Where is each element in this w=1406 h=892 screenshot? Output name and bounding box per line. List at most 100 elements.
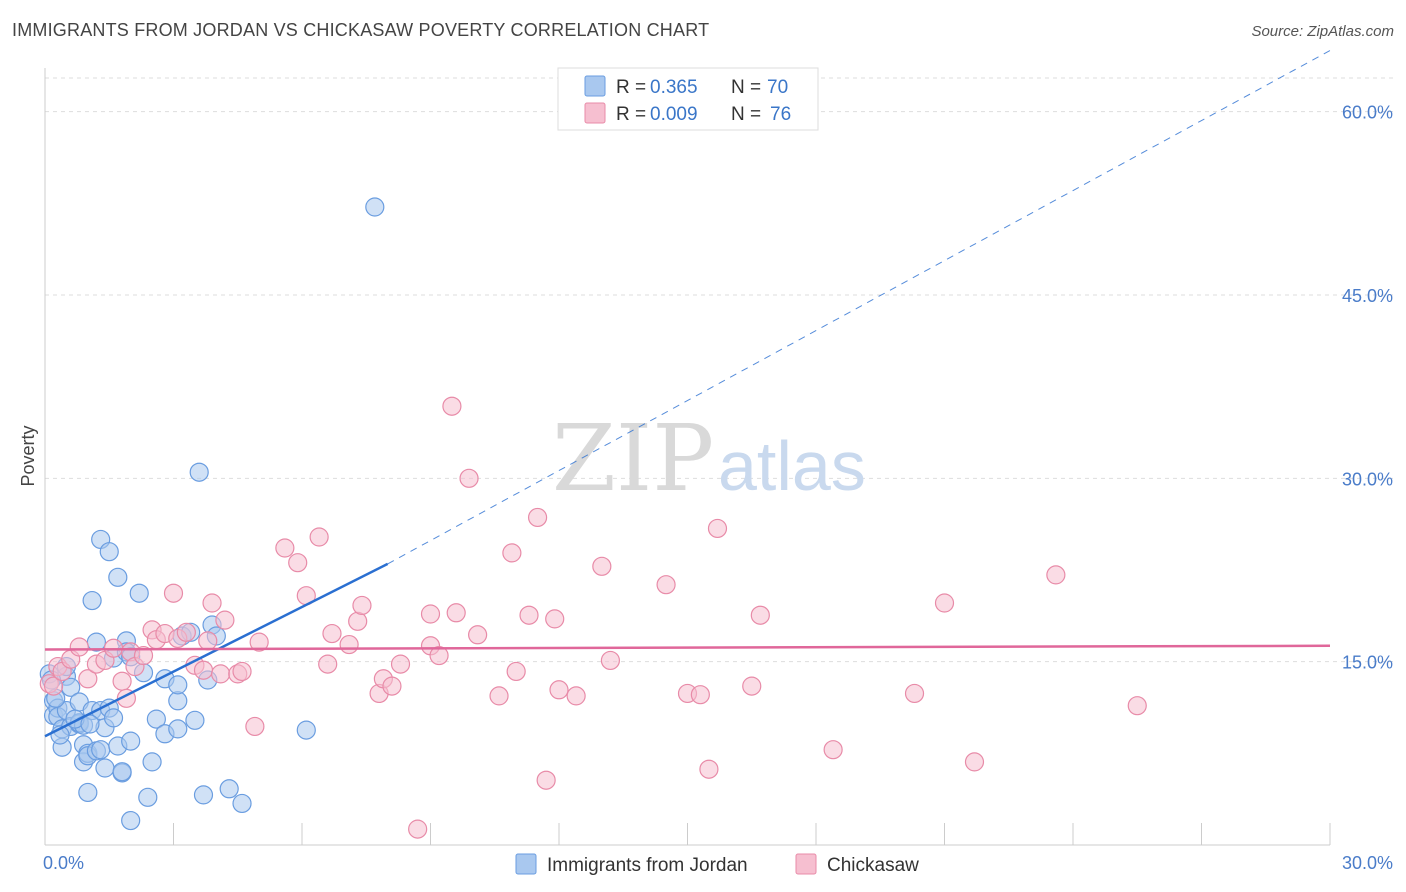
legend-n-label-1: N = bbox=[731, 77, 761, 98]
legend-swatch-pink bbox=[584, 102, 606, 124]
legend-n-value-2: 76 bbox=[770, 104, 791, 125]
chickasaw-point-47 bbox=[429, 645, 449, 666]
chickasaw-point-22 bbox=[193, 660, 214, 680]
legend-swatch-jordan bbox=[515, 853, 537, 875]
chickasaw-point-24 bbox=[202, 593, 222, 613]
chickasaw-point-52 bbox=[489, 686, 509, 706]
chickasaw-point-72 bbox=[934, 593, 955, 613]
chickasaw-point-29 bbox=[245, 716, 265, 737]
legend-swatch-blue bbox=[584, 75, 606, 97]
chickasaw-point-59 bbox=[549, 680, 569, 700]
x-tick-label-0: 0.0% bbox=[43, 853, 84, 873]
chickasaw-point-20 bbox=[176, 622, 196, 642]
chickasaw-point-5 bbox=[69, 637, 89, 657]
chickasaw-trend-line bbox=[44, 644, 1331, 651]
jordan-point-29 bbox=[95, 758, 115, 778]
legend-r-value-2: 0.009 bbox=[650, 104, 698, 125]
chickasaw-point-65 bbox=[690, 685, 710, 705]
grid-lines bbox=[45, 77, 1395, 663]
chickasaw-point-45 bbox=[420, 604, 441, 624]
jordan-point-41 bbox=[121, 731, 141, 751]
jordan-point-31 bbox=[99, 542, 119, 562]
jordan-point-51 bbox=[168, 675, 188, 695]
chickasaw-point-51 bbox=[468, 625, 488, 645]
chickasaw-point-69 bbox=[750, 605, 770, 625]
chickasaw-point-34 bbox=[309, 527, 329, 547]
watermark-atlas: atlas bbox=[718, 427, 866, 505]
chickasaw-point-75 bbox=[1127, 696, 1147, 716]
jordan-point-46 bbox=[146, 709, 166, 729]
jordan-point-22 bbox=[82, 590, 102, 611]
chickasaw-point-53 bbox=[502, 543, 522, 563]
legend-r-label-1: R = bbox=[616, 77, 646, 98]
chickasaw-point-14 bbox=[133, 645, 154, 666]
chickasaw-point-66 bbox=[699, 759, 719, 779]
chickasaw-point-30 bbox=[249, 632, 269, 652]
chickasaw-point-35 bbox=[318, 654, 338, 674]
jordan-point-45 bbox=[142, 752, 162, 772]
jordan-point-61 bbox=[296, 720, 316, 740]
chickasaw-point-67 bbox=[707, 518, 728, 539]
chickasaw-point-18 bbox=[163, 583, 184, 603]
legend-r-label-2: R = bbox=[616, 104, 646, 125]
series-immigrants-from-jordan bbox=[39, 197, 385, 831]
chart-title: IMMIGRANTS FROM JORDAN VS CHICKASAW POVE… bbox=[12, 20, 710, 40]
chickasaw-point-60 bbox=[566, 686, 586, 706]
chickasaw-point-50 bbox=[459, 468, 479, 488]
jordan-point-43 bbox=[129, 583, 149, 603]
x-tick-labels: 0.0% 30.0% bbox=[43, 853, 1393, 873]
jordan-point-53 bbox=[185, 710, 205, 730]
jordan-point-62 bbox=[365, 197, 385, 217]
chickasaw-point-31 bbox=[275, 538, 295, 558]
chickasaw-point-70 bbox=[823, 740, 843, 760]
chickasaw-point-42 bbox=[382, 676, 402, 696]
chickasaw-point-6 bbox=[78, 669, 98, 689]
chickasaw-point-28 bbox=[232, 661, 252, 682]
chickasaw-point-26 bbox=[215, 610, 235, 630]
jordan-point-54 bbox=[189, 462, 209, 482]
legend-n-label-2: N = bbox=[731, 104, 761, 125]
legend-label-jordan: Immigrants from Jordan bbox=[547, 855, 748, 876]
watermark-zip: ZIP bbox=[552, 405, 714, 512]
chickasaw-point-61 bbox=[592, 556, 612, 576]
chickasaw-point-44 bbox=[408, 819, 428, 839]
jordan-point-55 bbox=[193, 785, 214, 805]
legend-swatch-chickasaw bbox=[795, 853, 817, 875]
jordan-point-60 bbox=[232, 793, 252, 814]
chickasaw-point-36 bbox=[322, 623, 342, 644]
jordan-point-34 bbox=[108, 567, 128, 587]
chickasaw-point-1 bbox=[43, 676, 64, 696]
series-legend: Immigrants from Jordan Chickasaw bbox=[515, 853, 919, 876]
jordan-point-44 bbox=[138, 787, 158, 807]
jordan-point-33 bbox=[103, 708, 124, 728]
y-axis-label: Poverty bbox=[18, 425, 38, 486]
legend-n-value-1: 70 bbox=[767, 77, 788, 98]
jordan-point-59 bbox=[219, 779, 239, 799]
jordan-point-37 bbox=[112, 762, 132, 782]
y-tick-label-0: 15.0% bbox=[1342, 653, 1393, 673]
chickasaw-point-39 bbox=[352, 595, 372, 616]
jordan-trend-extension bbox=[387, 50, 1331, 565]
legend-r-value-1: 0.365 bbox=[650, 77, 698, 98]
jordan-point-49 bbox=[168, 719, 188, 739]
correlation-legend: R = 0.365 N = 70 R = 0.009 N = 76 bbox=[557, 67, 819, 131]
chickasaw-point-25 bbox=[211, 664, 231, 684]
chickasaw-point-56 bbox=[527, 507, 548, 528]
chickasaw-point-55 bbox=[519, 605, 539, 625]
chickasaw-point-23 bbox=[198, 631, 218, 651]
source-label: Source: ZipAtlas.com bbox=[1251, 23, 1394, 40]
chickasaw-point-32 bbox=[288, 553, 308, 573]
y-tick-label-2: 45.0% bbox=[1342, 286, 1393, 306]
legend-label-chickasaw: Chickasaw bbox=[827, 855, 919, 876]
y-tick-label-1: 30.0% bbox=[1342, 469, 1393, 489]
chickasaw-point-49 bbox=[446, 603, 466, 623]
chickasaw-point-62 bbox=[600, 650, 621, 671]
y-tick-label-3: 60.0% bbox=[1342, 103, 1393, 123]
chickasaw-point-48 bbox=[442, 396, 462, 416]
chickasaw-point-37 bbox=[339, 634, 359, 655]
chickasaw-point-58 bbox=[545, 609, 565, 629]
chickasaw-point-54 bbox=[506, 661, 526, 682]
chickasaw-point-71 bbox=[904, 683, 925, 704]
jordan-point-18 bbox=[78, 782, 98, 803]
